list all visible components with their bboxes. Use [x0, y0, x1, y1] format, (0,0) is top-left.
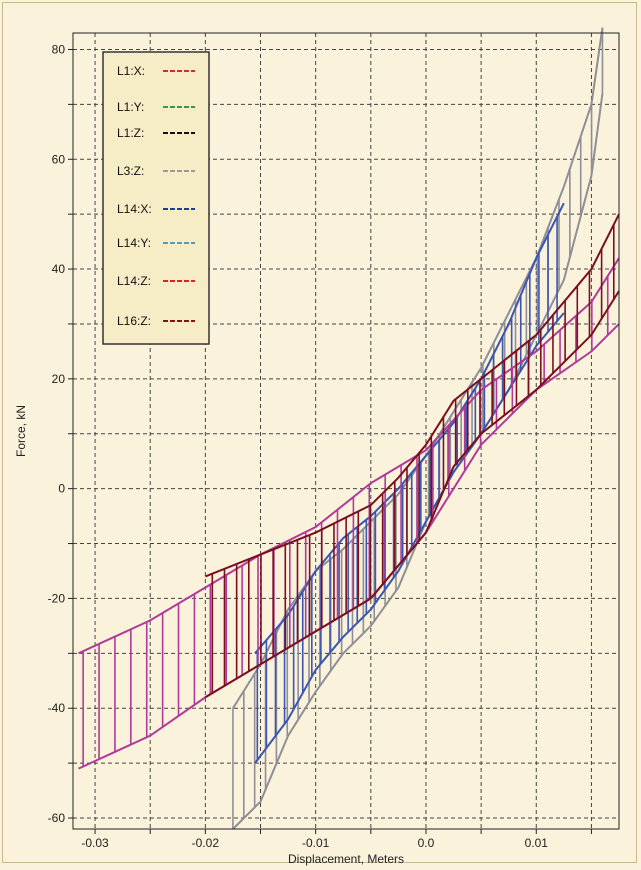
y-tick-label: -60: [48, 811, 66, 825]
curve-upper-branch: [254, 202, 565, 654]
x-tick-label: -0.02: [192, 836, 220, 850]
curve-lower-branch: [204, 290, 620, 699]
force-displacement-chart: -0.03 -0.02 -0.01 0.0 0.01 -60 -40 -20 0 20 40 60 80…: [14, 27, 620, 866]
x-tick-label: -0.01: [302, 836, 330, 850]
y-tick-label: -40: [48, 701, 66, 715]
legend: L1:X: L1:Y: L1:Z: L3:Z: L14:X: L14:Y: L14:Z: L1…: [102, 51, 210, 345]
x-tick-label: 0.01: [525, 836, 549, 850]
curve-l14x: [254, 202, 565, 764]
legend-entry-label: L3:Z:: [117, 164, 144, 178]
axis-ticks: -0.03 -0.02 -0.01 0.0 0.01 -60 -40 -20 0 20 40 60 80: [48, 42, 592, 850]
curve-l16z: [204, 213, 620, 699]
y-tick-label: 40: [52, 262, 66, 276]
legend-entry-label: L14:Z:: [117, 274, 151, 288]
legend-entry-label: L1:X:: [117, 64, 145, 78]
y-axis-label: Force, kN: [14, 405, 28, 457]
y-tick-label: 60: [52, 152, 66, 166]
legend-entry-label: L1:Y:: [117, 100, 144, 114]
y-tick-label: -20: [48, 591, 66, 605]
hysteresis-curves: [78, 27, 620, 830]
curve-l3z: [232, 27, 604, 830]
legend-entry-label: L14:X:: [117, 202, 152, 216]
legend-entry-label: L1:Z:: [117, 126, 144, 140]
x-tick-label: 0.0: [418, 836, 435, 850]
plot-border: [72, 32, 620, 830]
curve-upper-branch: [78, 257, 620, 655]
curve-upper-branch: [232, 27, 604, 709]
y-tick-label: 0: [58, 482, 65, 496]
legend-entry-label: L14:Y:: [117, 236, 151, 250]
legend-entry-label: L16:Z:: [117, 314, 151, 328]
y-tick-label: 20: [52, 372, 66, 386]
y-tick-label: 80: [52, 42, 66, 56]
legend-box: [102, 51, 210, 345]
curve-l14z: [78, 257, 620, 770]
x-axis-label: Displacement, Meters: [288, 852, 404, 866]
x-tick-label: -0.03: [81, 836, 109, 850]
